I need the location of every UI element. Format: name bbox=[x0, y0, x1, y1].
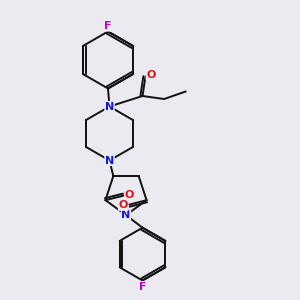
Text: O: O bbox=[125, 190, 134, 200]
Text: F: F bbox=[139, 281, 146, 292]
Text: O: O bbox=[118, 200, 128, 210]
Text: F: F bbox=[104, 21, 112, 31]
Text: O: O bbox=[146, 70, 156, 80]
Text: N: N bbox=[105, 155, 114, 166]
Text: N: N bbox=[122, 210, 130, 220]
Text: N: N bbox=[105, 101, 114, 112]
